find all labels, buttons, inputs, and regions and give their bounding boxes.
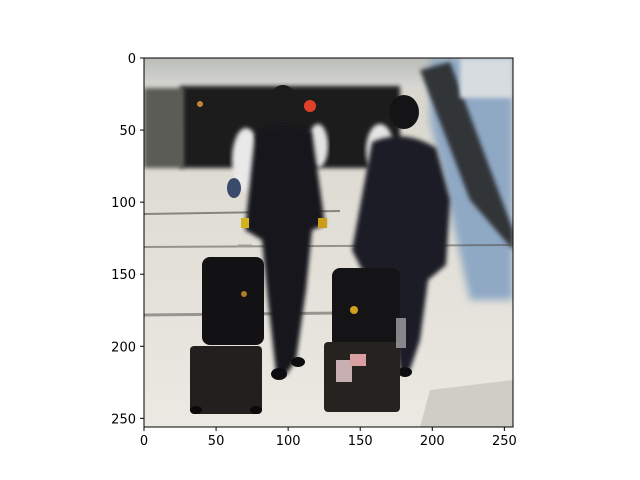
- y-tick-label: 50: [119, 124, 136, 139]
- y-tick-label: 150: [111, 268, 136, 283]
- y-tick-label: 0: [128, 52, 136, 67]
- axes-frame: [143, 57, 514, 428]
- left-suitcase: [190, 244, 264, 414]
- x-tick-label: 100: [276, 434, 301, 449]
- right-traveler: [352, 95, 450, 377]
- x-axis: 0 50 100 150 200 250: [140, 427, 517, 449]
- x-tick-label: 50: [208, 434, 225, 449]
- x-tick-label: 250: [492, 434, 517, 449]
- left-traveler: [241, 85, 327, 380]
- y-tick-label: 250: [111, 412, 136, 427]
- photo: [144, 58, 513, 427]
- x-tick-label: 200: [420, 434, 445, 449]
- right-suitcase: [324, 268, 406, 412]
- y-axis: 0 50 100 150 200 250: [111, 52, 144, 427]
- x-tick-label: 0: [140, 434, 148, 449]
- y-tick-label: 200: [111, 340, 136, 355]
- y-tick-label: 100: [111, 196, 136, 211]
- x-tick-label: 150: [348, 434, 373, 449]
